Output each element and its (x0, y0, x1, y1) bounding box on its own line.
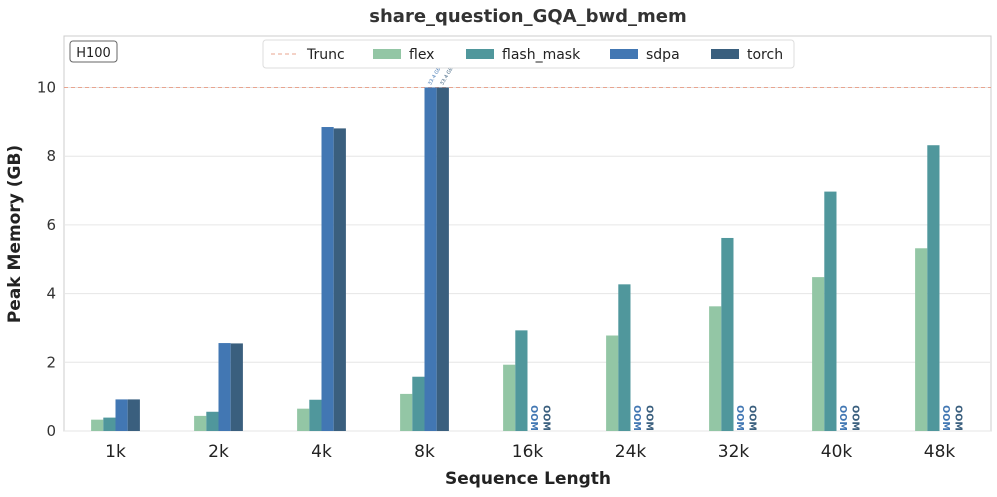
y-tick-label: 10 (37, 79, 56, 97)
bar-flex (194, 415, 207, 431)
bar-sdpa (321, 127, 334, 432)
bar-flash-mask (103, 417, 116, 431)
oom-label: OOM (528, 405, 539, 431)
bar-flex (297, 408, 310, 431)
bar-sdpa (424, 87, 437, 432)
oom-label: OOM (631, 405, 642, 431)
bar-flash-mask (412, 376, 425, 431)
y-tick-label: 6 (46, 216, 56, 234)
legend-swatch-torch (711, 49, 739, 59)
bar-flash-mask (515, 330, 528, 431)
oom-label: OOM (540, 405, 551, 431)
x-tick-label: 1k (105, 442, 126, 462)
y-axis-label: Peak Memory (GB) (5, 145, 25, 323)
y-tick-label: 4 (46, 285, 56, 303)
bar-sdpa (115, 399, 128, 431)
bar-flex (400, 393, 413, 431)
badge-box (69, 40, 118, 63)
bar-flash-mask (618, 284, 631, 431)
x-tick-label: 32k (718, 442, 750, 462)
x-tick-label: 24k (615, 442, 647, 462)
legend-label: torch (747, 47, 783, 63)
badge-label: H100 (76, 46, 111, 61)
bar-flash-mask (206, 411, 219, 431)
x-tick-label: 40k (821, 442, 853, 462)
x-tick-label: 48k (924, 442, 956, 462)
bar-flash-mask (824, 191, 837, 431)
legend-label: flash_mask (502, 47, 581, 63)
oom-label: OOM (746, 405, 757, 431)
bar-flash-mask (309, 399, 322, 431)
x-tick-label: 4k (311, 442, 332, 462)
bar-flex (812, 277, 825, 431)
legend-swatch-flex (373, 49, 401, 59)
bar-flex (915, 248, 928, 431)
legend-box (262, 39, 795, 69)
bar-torch (333, 128, 346, 432)
oom-label: OOM (643, 405, 654, 431)
oom-label: OOM (734, 405, 745, 431)
bar-torch (436, 87, 449, 432)
bar-flash-mask (927, 145, 940, 432)
bar-torch (230, 343, 243, 431)
chart-title: share_question_GQA_bwd_mem (369, 6, 686, 27)
oom-label: OOM (837, 405, 848, 431)
oom-label: OOM (952, 405, 963, 431)
oom-label: OOM (940, 405, 951, 431)
bar-flex (606, 335, 619, 431)
y-tick-label: 8 (46, 147, 56, 165)
legend-label: sdpa (646, 47, 680, 63)
oom-label: OOM (849, 405, 860, 431)
x-tick-label: 8k (414, 442, 435, 462)
bar-flex (503, 364, 516, 431)
x-tick-label: 2k (208, 442, 229, 462)
bar-flex (709, 306, 722, 431)
bar-torch (127, 399, 140, 431)
legend-swatch-flash-mask (466, 49, 494, 59)
x-tick-label: 16k (512, 442, 544, 462)
legend-label: flex (409, 47, 434, 63)
legend-label: Trunc (306, 47, 345, 63)
bar-flex (91, 419, 104, 431)
bar-flash-mask (721, 237, 734, 431)
y-tick-label: 2 (46, 353, 56, 371)
x-axis-label: Sequence Length (445, 469, 611, 489)
y-tick-label: 0 (46, 422, 56, 440)
bar-sdpa (218, 343, 231, 431)
legend-swatch-sdpa (610, 49, 638, 59)
